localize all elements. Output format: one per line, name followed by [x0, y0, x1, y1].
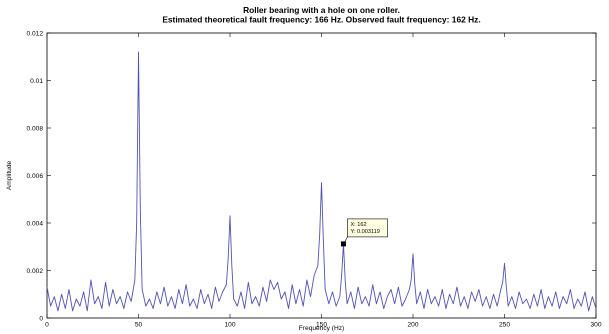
- chart-title-line-1: Roller bearing with a hole on one roller…: [243, 5, 400, 15]
- plot-area: 0 50 100 150 200 250 300 0 0.002 0.004 0.006 0.008…: [26, 30, 601, 328]
- x-tick-label: 250: [499, 322, 510, 329]
- datatip-y-label: Y: 0.003119: [350, 229, 379, 235]
- datatip-box: [347, 218, 388, 238]
- y-tick-label: 0.01: [30, 78, 43, 85]
- series-line: [46, 51, 597, 312]
- y-tick-label: 0.002: [26, 268, 43, 275]
- x-tick-label: 0: [45, 322, 49, 329]
- y-tick-label: 0.008: [26, 125, 43, 132]
- datatip-marker: [340, 241, 346, 247]
- x-tick-label: 150: [316, 322, 327, 329]
- x-tick-label: 50: [135, 322, 143, 329]
- chart-title-line-2: Estimated theoretical fault frequency: 1…: [162, 15, 480, 25]
- x-axis: 0 50 100 150 200 250 300: [45, 33, 602, 329]
- y-axis-label: Amplitude: [6, 161, 13, 191]
- y-tick-label: 0: [39, 315, 43, 322]
- datatip[interactable]: X: 162 Y: 0.003119: [340, 218, 388, 247]
- y-tick-label: 0.004: [26, 220, 43, 227]
- plot-frame: [46, 32, 597, 319]
- y-tick-label: 0.012: [26, 30, 43, 37]
- x-tick-label: 100: [224, 322, 235, 329]
- x-axis-label: Frequency (Hz): [299, 325, 344, 332]
- chart-title: Roller bearing with a hole on one roller…: [162, 5, 480, 25]
- y-tick-label: 0.006: [26, 173, 43, 180]
- datatip-x-label: X: 162: [350, 222, 366, 228]
- y-axis: 0 0.002 0.004 0.006 0.008 0.01 0.012: [26, 30, 596, 322]
- x-tick-label: 300: [590, 322, 601, 329]
- x-tick-label: 200: [407, 322, 418, 329]
